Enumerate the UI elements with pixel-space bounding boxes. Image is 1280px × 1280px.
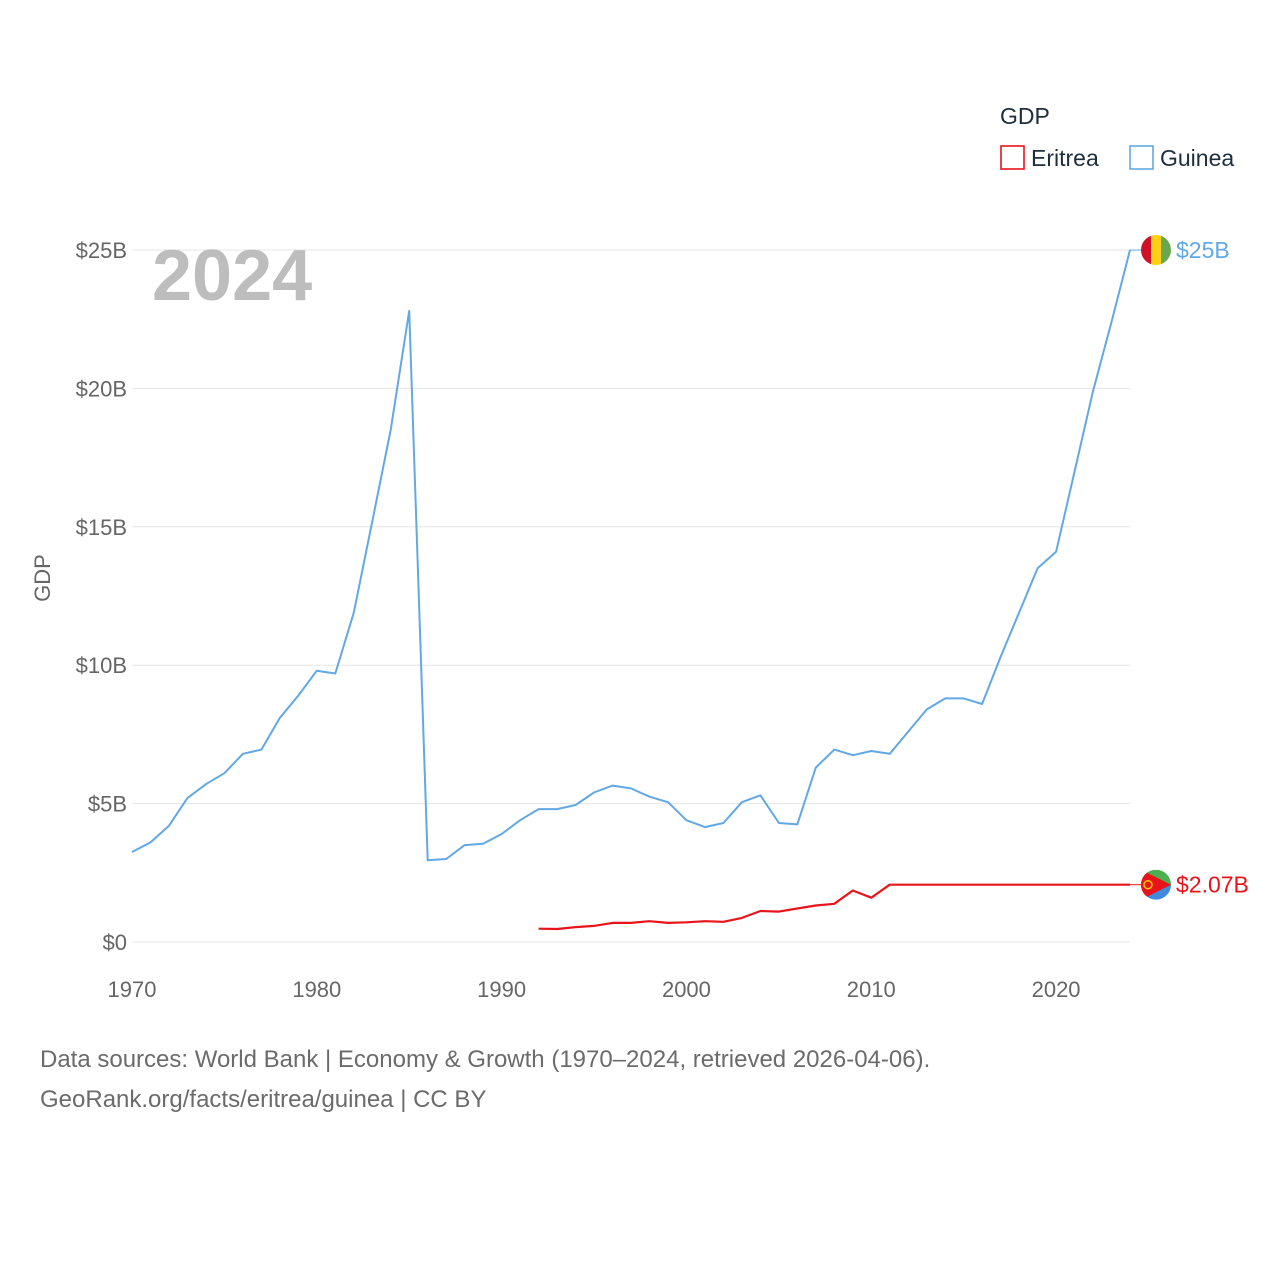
x-tick-label: 1970	[108, 977, 157, 1002]
y-tick-label: $10B	[76, 653, 127, 678]
series-line-eritrea	[538, 883, 1130, 931]
end-value-label-eritrea: $2.07B	[1176, 872, 1249, 898]
year-label: 2024	[152, 236, 312, 316]
legend-swatch-guinea	[1129, 145, 1154, 170]
source-link[interactable]: GeoRank.org/facts/eritrea/guinea | CC BY	[40, 1086, 487, 1113]
y-tick-label: $0	[103, 930, 127, 955]
y-axis-ticks: $0 $5B $10B $15B $20B $25B	[76, 238, 127, 955]
x-tick-label: 2010	[847, 977, 896, 1002]
x-axis-ticks: 1970 1980 1990 2000 2010 2020	[108, 977, 1081, 1002]
x-tick-label: 2020	[1032, 977, 1081, 1002]
x-tick-label: 2000	[662, 977, 711, 1002]
legend-title: GDP	[1000, 103, 1050, 129]
y-tick-label: $25B	[76, 238, 127, 263]
legend-label-guinea: Guinea	[1160, 145, 1234, 171]
grid-lines	[132, 249, 1130, 943]
flag-icon-guinea	[1141, 235, 1171, 265]
x-tick-label: 1980	[292, 977, 341, 1002]
series-lines	[131, 249, 1131, 931]
y-tick-label: $20B	[76, 376, 127, 401]
gdp-line-chart: $0 $5B $10B $15B $20B $25B 1970 1980 1990 2000 20…	[30, 103, 1249, 1002]
legend-label-eritrea: Eritrea	[1031, 145, 1099, 171]
x-tick-label: 1990	[477, 977, 526, 1002]
end-value-label-guinea: $25B	[1176, 237, 1230, 263]
y-axis-label: GDP	[30, 554, 55, 602]
legend-swatch-eritrea	[1000, 145, 1025, 170]
source-line: Data sources: World Bank | Economy & Gro…	[40, 1046, 931, 1073]
y-tick-label: $15B	[76, 515, 127, 540]
y-tick-label: $5B	[88, 792, 127, 817]
legend: GDP Eritrea Guinea	[1000, 103, 1234, 171]
flag-icon-eritrea	[1141, 869, 1171, 900]
series-line-guinea	[131, 249, 1131, 862]
end-labels: $25B $2.07B	[1130, 235, 1249, 900]
source-footer: Data sources: World Bank | Economy & Gro…	[40, 1040, 1140, 1120]
